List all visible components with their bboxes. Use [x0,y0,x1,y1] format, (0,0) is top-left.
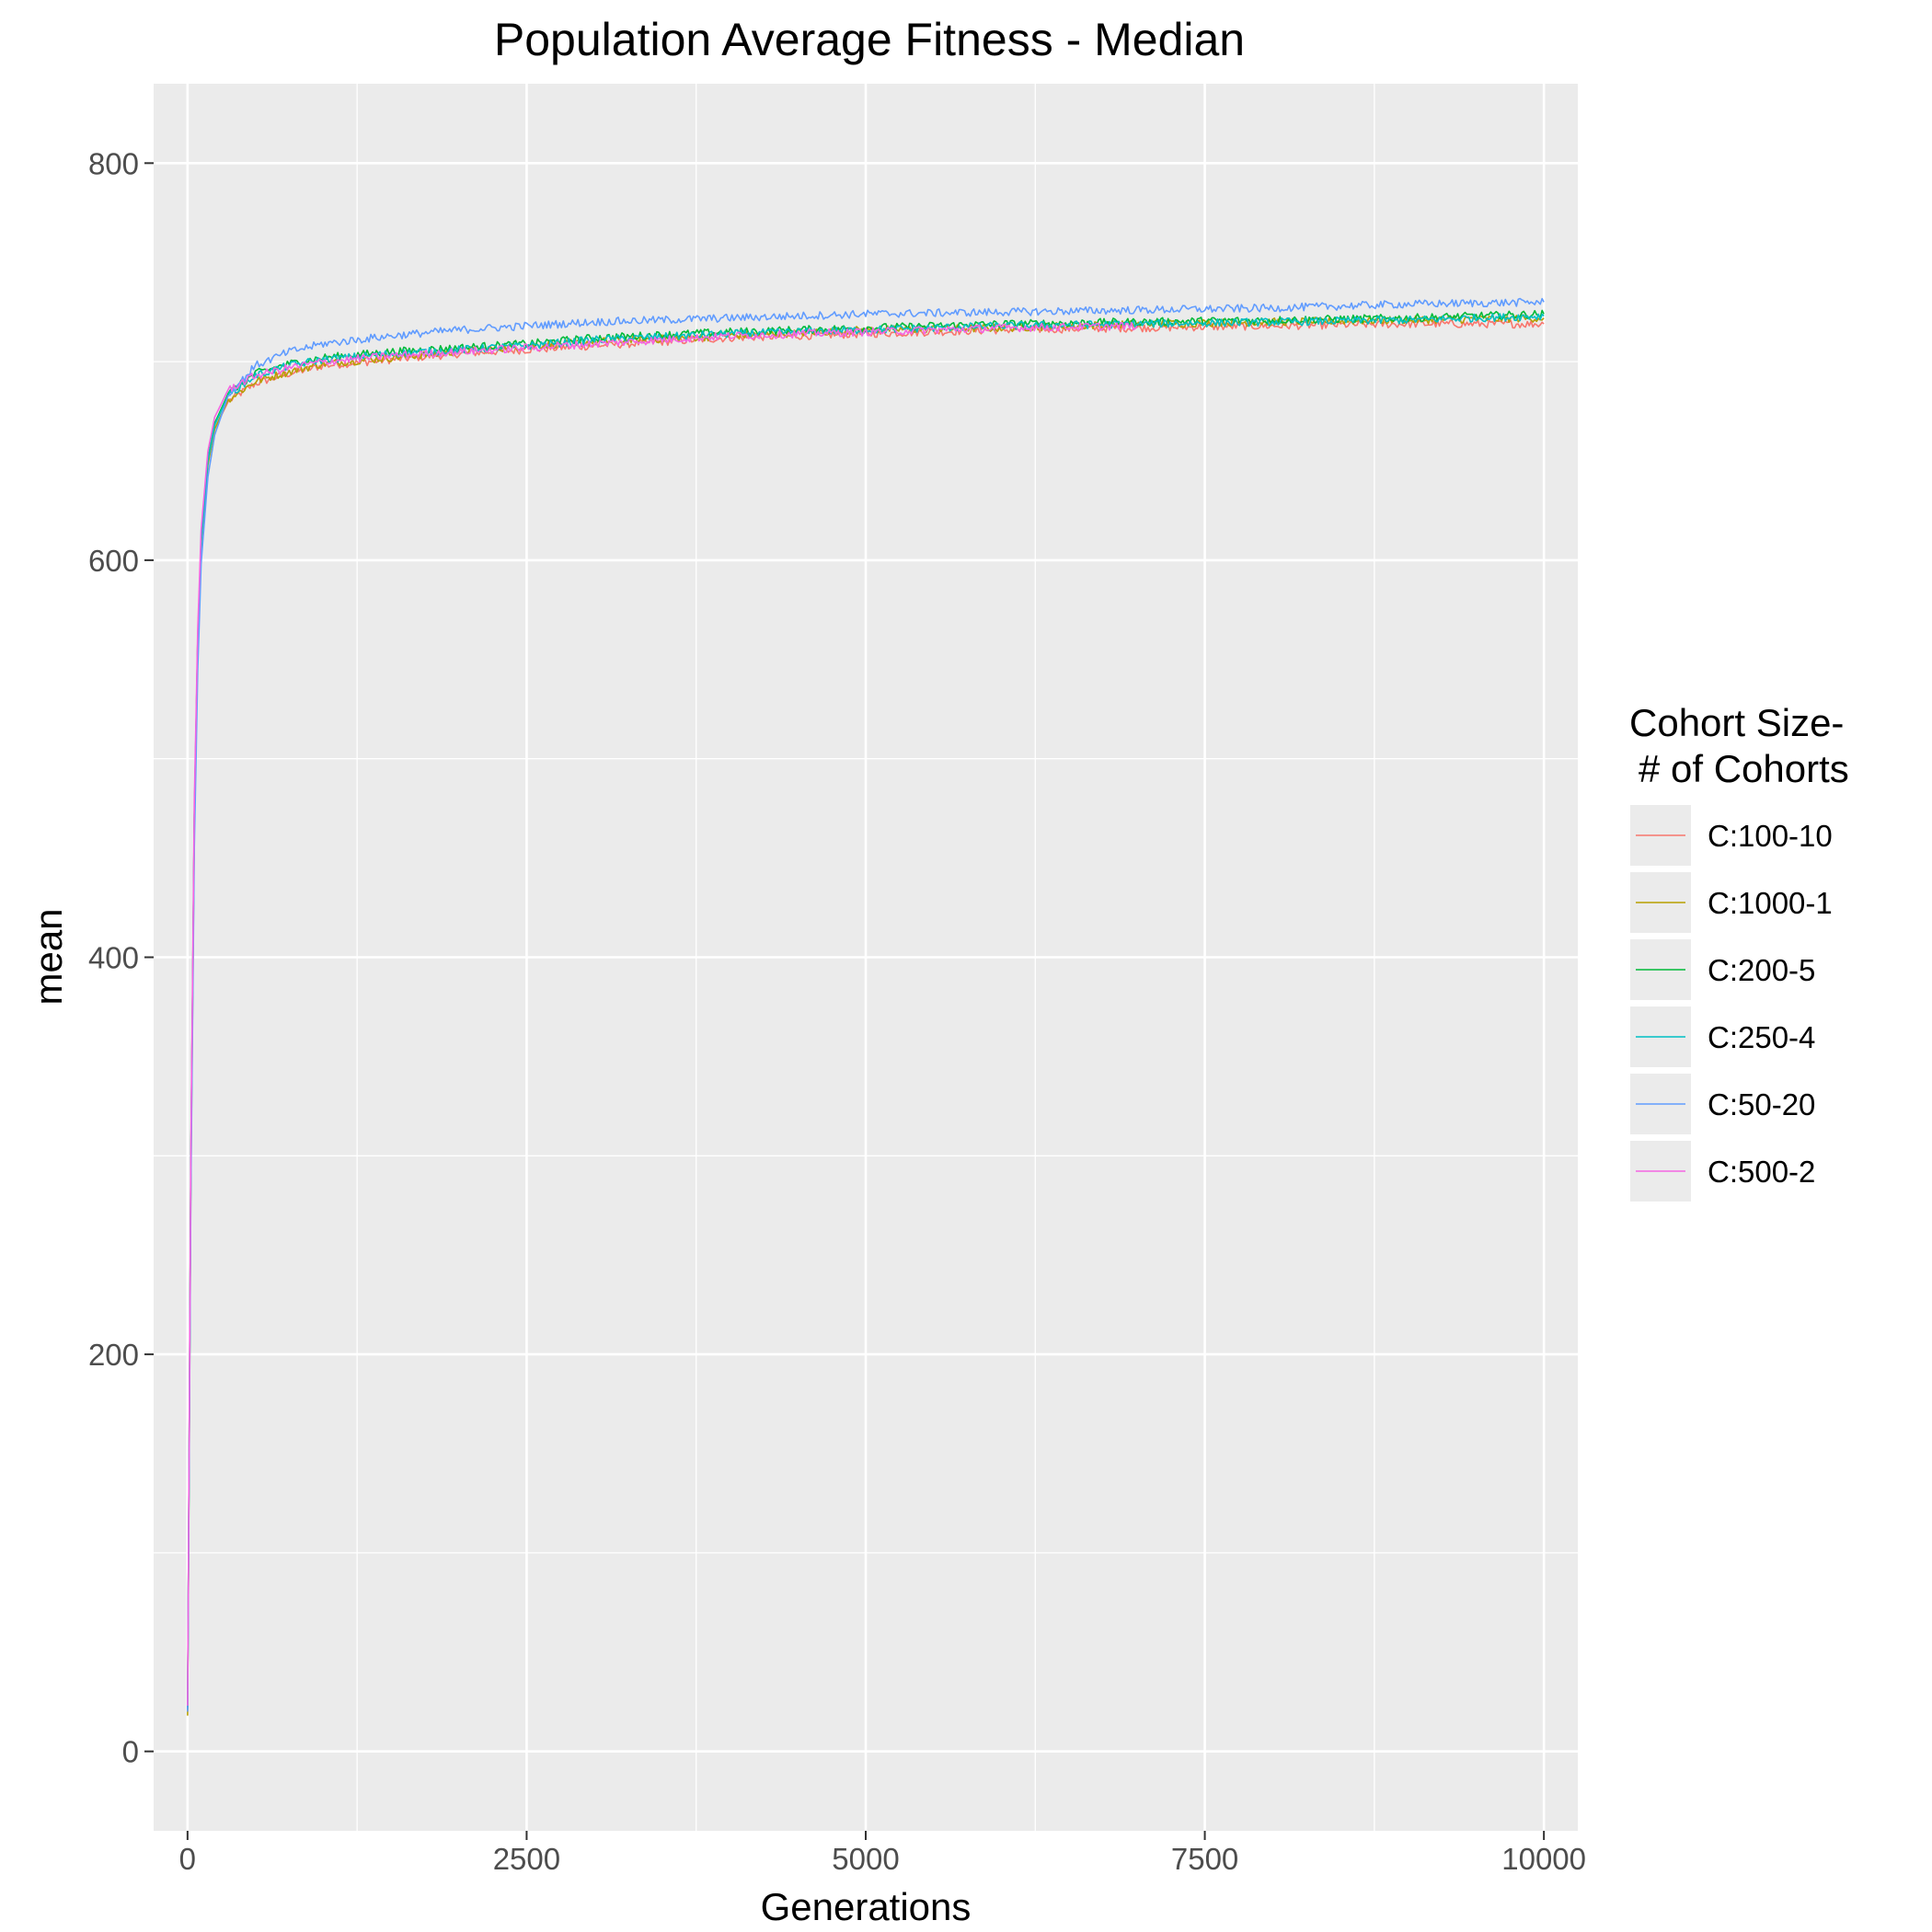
major-gridlines [154,84,1578,1831]
y-axis: 0 200 400 600 800 [88,146,154,1769]
y-tick-label: 400 [88,941,139,975]
series-lines [187,297,1545,1716]
x-tick-label: 5000 [832,1842,899,1876]
legend-label: C:1000-1 [1708,886,1833,920]
legend-label: C:50-20 [1708,1087,1815,1121]
x-tick-label: 0 [179,1842,196,1876]
y-axis-title: mean [27,908,70,1005]
legend-label: C:500-2 [1708,1155,1815,1189]
legend-label: C:250-4 [1708,1020,1815,1054]
y-tick-label: 600 [88,544,139,578]
y-tick-label: 0 [122,1735,139,1769]
x-tick-label: 7500 [1171,1842,1238,1876]
chart-title: Population Average Fitness - Median [494,14,1245,65]
x-tick-label: 2500 [493,1842,560,1876]
legend-title-line-2: # of Cohorts [1639,747,1849,790]
legend-items: C:100-10 C:1000-1 C:200-5 C:250-4 C:50-20 C:5… [1628,803,1833,1203]
y-tick-label: 800 [88,146,139,180]
series-line-4 [187,297,1545,1712]
x-axis: 0 2500 5000 7500 10000 [179,1831,1586,1876]
x-tick-label: 10000 [1501,1842,1586,1876]
legend-title-line-1: Cohort Size- [1629,701,1844,744]
legend-label: C:200-5 [1708,953,1815,987]
legend: Cohort Size- # of Cohorts C:100-10 C:1000… [1628,701,1849,1203]
y-tick-label: 200 [88,1338,139,1372]
legend-label: C:100-10 [1708,819,1833,853]
series-line-5 [187,321,1138,1707]
x-axis-title: Generations [761,1885,972,1928]
